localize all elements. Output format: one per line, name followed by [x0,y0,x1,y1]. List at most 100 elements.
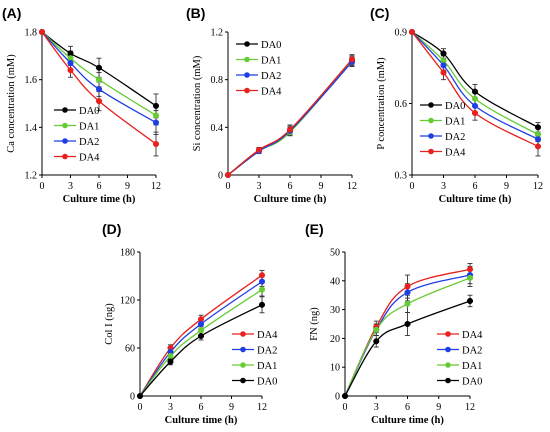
x-tick-label: 0 [138,402,143,413]
data-point-da4 [95,98,103,105]
y-tick-label: 0.6 [395,99,408,110]
legend-marker [62,153,68,160]
series-line-da4 [411,31,539,147]
legend-marker [445,331,451,337]
x-tick-label: 0 [40,181,45,192]
panel-label: (C) [370,5,389,21]
data-point-da2 [197,320,205,328]
series-line-da4 [227,58,353,176]
data-point-da4 [404,283,411,290]
legend: DA4 DA2 DA1 DA0 [232,330,278,387]
series-line-da4 [41,31,157,145]
y-axis-title: Si concentration (mM) [192,55,203,151]
legend-marker [244,56,250,63]
y-axis-title: Col I (ng) [104,303,115,345]
data-point-da4 [38,28,46,36]
x-tick-label: 3 [168,402,173,413]
legend-label: DA0 [257,376,277,387]
y-tick-label: 0.3 [395,171,408,182]
data-point-da1 [197,327,205,334]
data-point-da2 [404,289,411,296]
legend-label: DA1 [261,55,281,66]
y-tick-label: 1.8 [25,28,38,39]
y-tick-label: 60 [125,344,135,355]
y-tick-label: 10 [330,363,340,374]
legend-label: DA0 [462,376,482,387]
y-axis-title: FN (ng) [309,307,320,341]
series-line-da2 [41,31,157,124]
legend: DA0 DA1 DA2 DA4 [420,101,466,158]
chart-panel-5: (E) 0 3 6 9 12 0 10 20 30 40 50 Culture time (h) FN (… [305,221,483,426]
series-line-da2 [411,31,539,140]
x-tick-label: 9 [229,402,234,413]
legend-label: DA4 [445,147,466,158]
y-tick-label: 1.4 [25,123,38,134]
series-line-da1 [344,277,471,397]
legend-label: DA1 [462,361,482,372]
panel-label: (E) [305,221,324,237]
x-axis-title: Culture time (h) [439,194,512,205]
legend-marker [445,346,451,353]
series-line-da0 [344,300,471,397]
legend: DA0 DA1 DA2 DA4 [236,40,282,97]
data-point-da1 [466,274,474,281]
series-line-da1 [41,31,157,116]
data-point-da2 [471,102,479,109]
x-tick-label: 12 [465,402,475,413]
chart-panel-2: (B) 0 3 6 9 12 0 0.4 0.8 1.2 Culture time (h) Si co… [186,5,357,205]
series-line-da1 [139,289,263,397]
x-tick-label: 6 [97,181,102,192]
data-point-da0 [373,338,380,345]
data-point-da0 [197,332,205,340]
x-tick-label: 3 [374,402,379,413]
legend-label: DA1 [79,121,99,132]
x-tick-label: 3 [257,181,262,192]
x-tick-label: 6 [473,181,478,192]
data-point-da2 [95,86,103,93]
y-tick-label: 0 [130,392,135,403]
y-tick-label: 120 [120,296,135,307]
legend-marker [240,362,246,368]
legend-label: DA2 [79,137,99,148]
data-point-da4 [466,266,474,273]
data-point-da0 [471,88,479,95]
data-point-da4 [286,126,294,133]
legend-label: DA0 [79,106,99,117]
y-tick-label: 0 [218,171,223,182]
series-line-da0 [411,31,539,128]
data-point-da0 [341,392,349,400]
x-axis-title: Culture time (h) [371,415,444,426]
legend-marker [62,138,68,144]
legend-marker [445,377,451,384]
legend-marker [240,346,246,353]
data-point-da4 [471,109,479,117]
data-point-da0 [440,50,447,57]
x-tick-label: 9 [125,181,130,192]
data-point-da1 [95,76,103,83]
series-line-da0 [227,61,353,176]
data-point-da0 [466,297,474,305]
data-point-da0 [152,102,160,109]
x-axis-title: Culture time (h) [165,415,238,426]
x-axis-title: Culture time (h) [63,194,136,205]
legend-marker [428,148,434,155]
legend: DA4 DA2 DA1 DA0 [437,330,483,387]
series-line-da0 [139,304,263,397]
y-tick-label: 0.9 [395,28,408,39]
legend-marker [445,362,451,368]
y-tick-label: 50 [330,248,340,259]
series-line-da2 [227,61,353,176]
x-tick-label: 9 [436,402,441,413]
data-point-da2 [67,59,74,67]
legend-label: DA2 [257,345,277,356]
y-axis-title: Ca concentration (mM) [6,54,17,153]
legend-label: DA1 [257,361,277,372]
x-tick-label: 9 [319,181,324,192]
legend-marker [428,102,434,108]
y-tick-label: 1.2 [25,171,38,182]
data-point-da4 [255,146,263,154]
y-tick-label: 1.2 [211,28,224,39]
legend-marker [240,377,246,384]
x-tick-label: 3 [441,181,446,192]
y-tick-label: 30 [330,305,340,316]
